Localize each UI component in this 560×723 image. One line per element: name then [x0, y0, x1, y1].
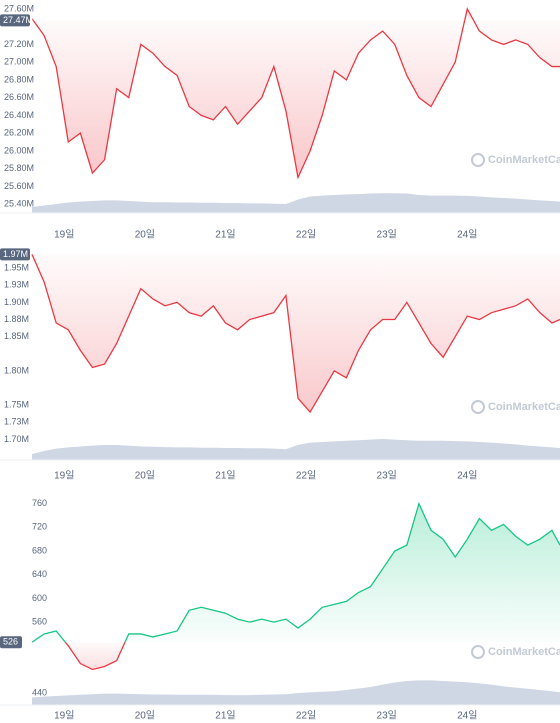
watermark-logo [471, 153, 485, 167]
area-fill [32, 642, 560, 670]
price-tag-label: 27.47M [3, 15, 33, 25]
y-tick-label: 760 [32, 498, 47, 508]
y-tick-label: 1.85M [4, 331, 29, 341]
volume-area [32, 680, 560, 705]
y-tick-label: 1.88M [4, 314, 29, 324]
price-tag-label: 1.97M [3, 249, 28, 259]
x-tick-label: 19일 [54, 470, 74, 482]
x-tick-label: 21일 [215, 470, 235, 482]
area-fill [33, 20, 560, 178]
x-tick-label: 20일 [135, 710, 155, 722]
y-tick-label: 25.40M [4, 199, 34, 209]
area-fill [32, 254, 560, 413]
y-tick-label: 1.73M [4, 417, 29, 427]
price-tag-box [0, 248, 30, 261]
volume-area [32, 439, 560, 460]
volume-area [32, 193, 560, 213]
y-tick-label: 1.80M [4, 365, 29, 375]
x-tick-label: 21일 [215, 229, 235, 241]
x-tick-label: 19일 [54, 229, 74, 241]
y-tick-label: 25.80M [4, 163, 34, 173]
x-tick-label: 23일 [377, 229, 397, 241]
y-tick-label: 600 [32, 593, 47, 603]
y-tick-label: 680 [32, 545, 47, 555]
x-tick-label: 24일 [457, 470, 477, 482]
y-tick-label: 26.60M [4, 92, 34, 102]
price-line [32, 20, 560, 180]
watermark: CoinMarketCap [488, 154, 560, 166]
y-tick-label: 27.00M [4, 57, 34, 67]
x-tick-label: 24일 [457, 710, 477, 722]
x-tick-label: 24일 [457, 229, 477, 241]
price-tag-box [0, 14, 30, 27]
price-tag-label: 526 [3, 637, 18, 647]
y-tick-label: 560 [32, 616, 47, 626]
x-tick-label: 22일 [296, 710, 316, 722]
y-tick-label: 1.75M [4, 400, 29, 410]
y-tick-label: 1.95M [4, 263, 29, 273]
x-tick-label: 23일 [377, 710, 397, 722]
x-tick-label: 22일 [296, 229, 316, 241]
watermark: CoinMarketCap [488, 646, 560, 658]
y-tick-label: 26.20M [4, 128, 34, 138]
price-tag-box [0, 636, 22, 649]
y-tick-label: 26.00M [4, 145, 34, 155]
price-line [31, 642, 126, 671]
x-tick-label: 19일 [54, 710, 74, 722]
watermark-logo [471, 645, 485, 659]
watermark: CoinMarketCap [488, 401, 560, 413]
y-tick-label: 26.80M [4, 74, 34, 84]
x-tick-label: 20일 [135, 470, 155, 482]
x-tick-label: 21일 [215, 710, 235, 722]
y-tick-label: 1.70M [4, 434, 29, 444]
x-tick-label: 20일 [135, 229, 155, 241]
y-tick-label: 27.60M [4, 3, 34, 13]
area-fill [32, 503, 560, 643]
y-tick-label: 1.93M [4, 280, 29, 290]
y-tick-label: 27.20M [4, 39, 34, 49]
y-tick-label: 640 [32, 569, 47, 579]
price-line [31, 501, 560, 643]
watermark-logo [471, 400, 485, 414]
x-tick-label: 23일 [377, 470, 397, 482]
x-tick-label: 22일 [296, 470, 316, 482]
y-tick-label: 1.90M [4, 297, 29, 307]
price-line [31, 254, 560, 414]
y-tick-label: 440 [32, 688, 47, 698]
y-tick-label: 26.40M [4, 110, 34, 120]
y-tick-label: 25.60M [4, 181, 34, 191]
y-tick-label: 720 [32, 522, 47, 532]
